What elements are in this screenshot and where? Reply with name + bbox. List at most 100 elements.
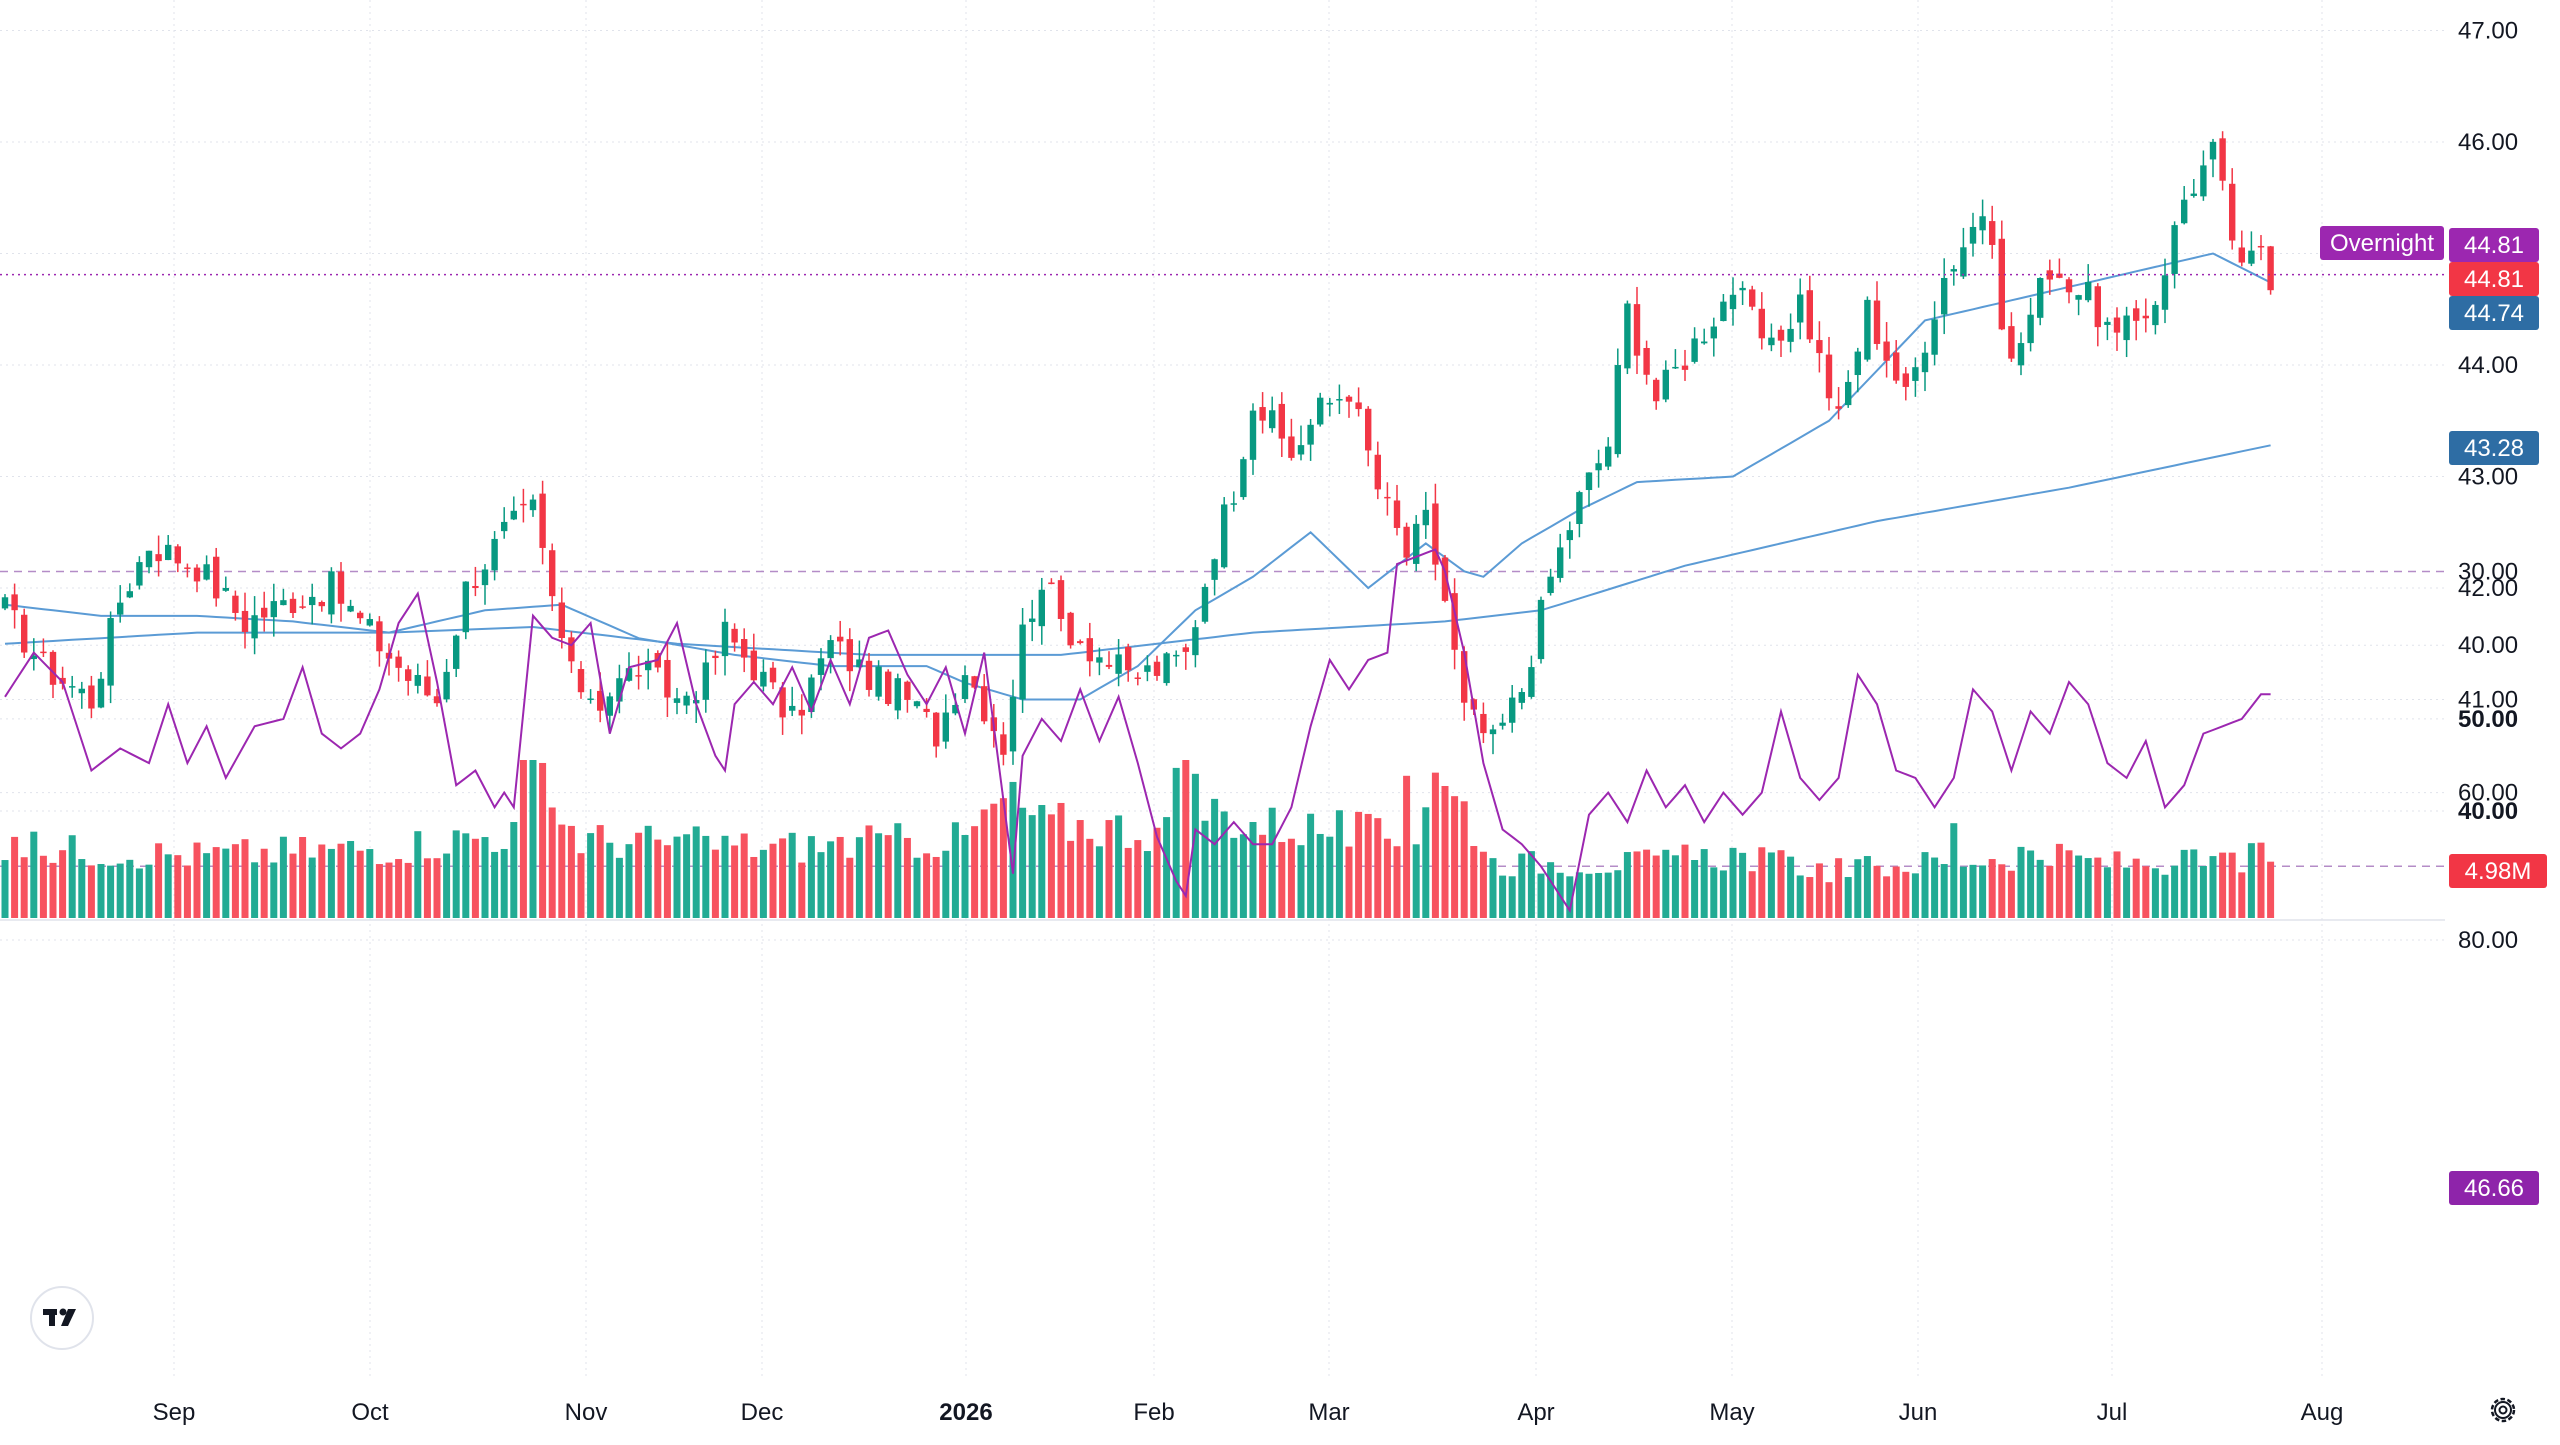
candle	[1624, 300, 1631, 375]
candle	[1960, 227, 1967, 279]
candle-body	[1921, 352, 1929, 373]
volume-bar	[1691, 860, 1699, 918]
candle	[971, 675, 978, 690]
volume-bar	[49, 862, 57, 918]
volume-bar	[2084, 858, 2092, 918]
candle	[1451, 578, 1458, 670]
volume-bar	[1403, 775, 1411, 918]
volume-bar	[1383, 838, 1391, 918]
candle	[184, 563, 191, 578]
candle-body	[1595, 463, 1602, 471]
volume-bar	[107, 865, 115, 918]
candle-body	[2171, 225, 2178, 274]
candle-body	[1566, 530, 1573, 541]
candle-body	[837, 636, 844, 642]
volume-bar	[836, 836, 844, 918]
candle	[606, 692, 613, 734]
candle-body	[1893, 352, 1900, 381]
ma-fast-tag-bg	[2449, 296, 2539, 330]
candle-body	[491, 538, 498, 571]
candle-body	[1489, 729, 1497, 735]
volume-bar	[596, 825, 604, 918]
candle	[1998, 220, 2005, 331]
candle	[1115, 639, 1122, 687]
candle-body	[1000, 734, 1007, 755]
candle	[827, 635, 834, 674]
tradingview-logo-icon[interactable]	[30, 1286, 94, 1350]
candle-body	[357, 612, 364, 619]
time-axis-tick: Oct	[351, 1399, 389, 1426]
candle-body	[1221, 504, 1228, 568]
candle	[2133, 300, 2140, 341]
candle-body	[165, 544, 172, 561]
candle-body	[1941, 277, 1948, 315]
candle	[1797, 278, 1804, 340]
candle-body	[30, 655, 37, 660]
candle	[635, 655, 642, 690]
candle-body	[1557, 547, 1564, 578]
candle-body	[107, 618, 114, 686]
candle-body	[981, 686, 988, 722]
volume-bar	[1076, 820, 1084, 918]
candle	[1758, 292, 1765, 350]
candle-body	[213, 556, 220, 599]
candle-body	[309, 596, 316, 606]
candle-body	[1979, 216, 1986, 231]
volume-bar	[529, 760, 537, 918]
candle	[1537, 596, 1545, 664]
candle-body	[453, 635, 460, 669]
volume-bar	[1316, 833, 1324, 918]
volume-bar	[1863, 856, 1871, 918]
candle	[2094, 283, 2101, 347]
candle	[1221, 497, 1228, 569]
last-price-tag: 44.81	[2449, 262, 2539, 296]
volume-bar	[462, 833, 470, 918]
volume-bar	[1239, 834, 1247, 918]
volume-bar	[1201, 820, 1209, 918]
candle-body	[645, 660, 652, 671]
candle-body	[1105, 664, 1113, 667]
overnight-label-text: Overnight	[2330, 230, 2434, 257]
candle-body	[625, 668, 633, 681]
volume-bar	[414, 831, 422, 918]
volume-bar	[1998, 864, 2006, 918]
price-axis-tick: 43.00	[2458, 464, 2518, 491]
volume-bar	[1835, 858, 1843, 918]
candle	[165, 535, 172, 561]
candle-body	[1931, 319, 1938, 355]
volume-bar	[1355, 811, 1363, 918]
candle-body	[1960, 247, 1967, 277]
volume-bar	[260, 848, 268, 918]
candle-body	[1461, 651, 1468, 703]
volume-bar	[932, 856, 940, 918]
candle	[347, 599, 354, 613]
volume-bar	[2017, 846, 2025, 918]
volume-bar	[1969, 864, 1977, 918]
volume-bar	[1287, 838, 1295, 918]
settings-gear-icon[interactable]	[2490, 1397, 2516, 1423]
candle-body	[1518, 692, 1525, 703]
candle-body	[568, 637, 575, 662]
volume-bar	[1825, 882, 1833, 918]
candle	[731, 623, 738, 652]
volume-bar	[1479, 851, 1487, 918]
candle-body	[193, 567, 201, 582]
candle	[1662, 360, 1669, 403]
volume-bar	[683, 834, 691, 918]
candle	[1048, 578, 1055, 585]
volume-bar	[615, 857, 623, 918]
volume-bar	[116, 863, 124, 918]
candle-body	[501, 521, 508, 532]
candle	[1182, 643, 1189, 670]
candle	[798, 694, 805, 735]
candle	[481, 564, 489, 605]
candle	[1489, 724, 1497, 755]
candle	[2238, 230, 2245, 267]
volume-bar	[491, 851, 499, 918]
candle	[1432, 483, 1439, 581]
candle-body	[1182, 647, 1189, 652]
candle	[1595, 449, 1602, 488]
candle	[2142, 298, 2149, 333]
volume-bar	[539, 762, 547, 918]
